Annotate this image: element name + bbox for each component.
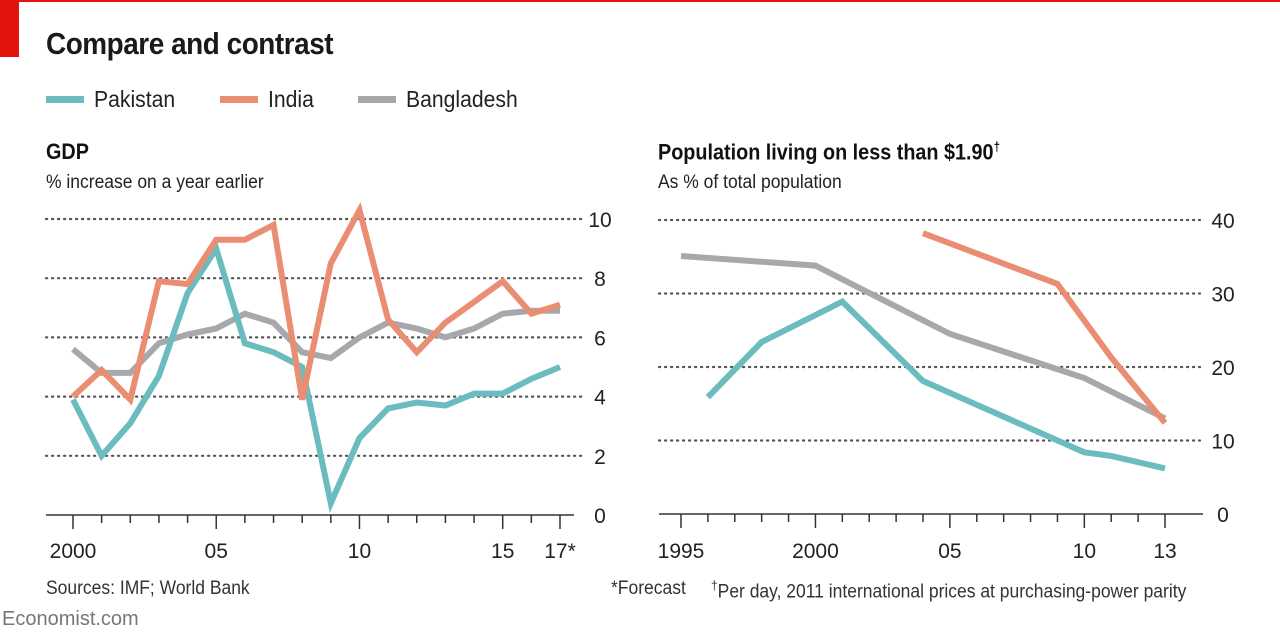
legend-swatch-india — [220, 95, 258, 103]
legend-item-bangladesh: Bangladesh — [358, 84, 528, 114]
dagger-note-text: Per day, 2011 international prices at pu… — [717, 581, 1187, 603]
gdp-series-bangladesh — [71, 307, 560, 376]
legend-item-pakistan: Pakistan — [46, 84, 182, 114]
gdp-series-pakistan — [70, 241, 562, 513]
gdp-chart-subtitle: % increase on a year earlier — [46, 172, 264, 193]
poverty-chart: 0 10 20 30 40 1995 2000 05 10 13 — [658, 210, 1235, 563]
gdp-y-tick-label: 6 — [594, 327, 606, 350]
sources-note: Sources: IMF; World Bank — [46, 578, 250, 599]
gdp-chart: 0 2 4 6 8 10 2000 05 10 15 17* — [44, 201, 612, 563]
poverty-x-tick-label: 13 — [1153, 540, 1176, 563]
gdp-x-tick-label: 10 — [348, 540, 371, 563]
gdp-x-tick-label: 17* — [544, 540, 576, 563]
gdp-y-tick-label: 0 — [594, 505, 606, 528]
brand-red-tab — [0, 0, 19, 57]
forecast-note: *Forecast — [611, 578, 686, 599]
poverty-y-tick-label: 40 — [1211, 210, 1234, 233]
poverty-x-tick-label: 10 — [1073, 540, 1096, 563]
gdp-y-tick-label: 8 — [594, 268, 606, 291]
gdp-x-tick-label: 2000 — [50, 540, 97, 563]
poverty-y-tick-label: 10 — [1211, 431, 1234, 454]
poverty-chart-title: Population living on less than $1.90† — [658, 139, 1000, 165]
poverty-y-tick-label: 20 — [1211, 357, 1234, 380]
dagger-symbol: † — [711, 578, 718, 593]
gdp-x-tick-label: 05 — [205, 540, 228, 563]
poverty-chart-subtitle: As % of total population — [658, 172, 842, 193]
page-title: Compare and contrast — [46, 26, 334, 61]
economist-brand: Economist.com — [2, 608, 139, 630]
legend-label: India — [268, 85, 314, 112]
top-red-rule — [0, 0, 1280, 2]
poverty-y-tick-label: 0 — [1217, 504, 1229, 527]
dagger-mark: † — [993, 139, 1001, 154]
poverty-x-tick-label: 05 — [938, 540, 961, 563]
dagger-note: †Per day, 2011 international prices at p… — [711, 578, 1186, 603]
gdp-y-tick-label: 2 — [594, 446, 606, 469]
gdp-y-tick-label: 10 — [588, 209, 611, 232]
poverty-y-tick-label: 30 — [1211, 284, 1234, 307]
legend-swatch-pakistan — [46, 95, 84, 103]
legend-label: Bangladesh — [406, 85, 518, 112]
poverty-chart-title-text: Population living on less than $1.90 — [658, 139, 994, 165]
legend-label: Pakistan — [94, 85, 176, 112]
legend-item-india: India — [220, 84, 318, 114]
gdp-chart-title: GDP — [46, 139, 89, 164]
poverty-series-india — [921, 230, 1168, 425]
poverty-x-tick-label: 1995 — [658, 540, 705, 563]
poverty-x-tick-label: 2000 — [792, 540, 839, 563]
gdp-y-tick-label: 4 — [594, 387, 606, 410]
poverty-series-bangladesh — [680, 253, 1167, 422]
legend-swatch-bangladesh — [358, 95, 396, 103]
gdp-x-tick-label: 15 — [491, 540, 514, 563]
gdp-series-india — [70, 201, 561, 406]
